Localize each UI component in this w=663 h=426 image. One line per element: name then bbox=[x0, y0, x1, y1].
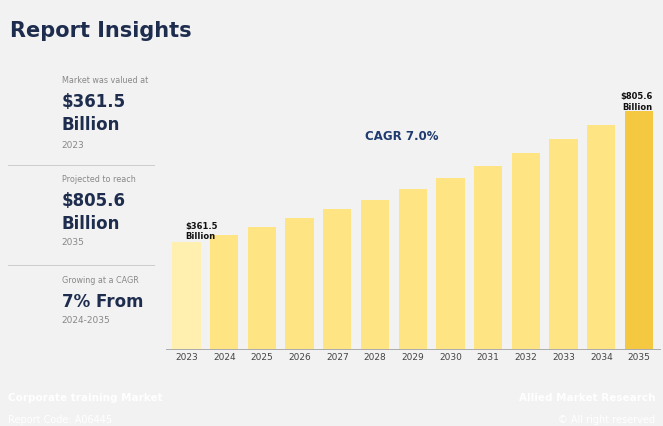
Text: 7% From: 7% From bbox=[62, 292, 143, 310]
Bar bbox=[398, 190, 427, 349]
Text: $805.6
Billion: $805.6 Billion bbox=[620, 92, 652, 111]
Bar bbox=[323, 210, 351, 349]
Text: 2035: 2035 bbox=[62, 238, 85, 247]
Bar bbox=[587, 125, 615, 349]
Text: Growing at a CAGR: Growing at a CAGR bbox=[62, 275, 139, 284]
Text: © All right reserved: © All right reserved bbox=[558, 414, 655, 424]
Text: Report Code: A06445: Report Code: A06445 bbox=[8, 414, 112, 424]
Text: Billion: Billion bbox=[62, 116, 120, 134]
Text: Market was valued at: Market was valued at bbox=[62, 75, 148, 85]
Text: $361.5
Billion: $361.5 Billion bbox=[186, 221, 218, 241]
Bar bbox=[512, 154, 540, 349]
Text: $805.6: $805.6 bbox=[62, 192, 126, 210]
Text: Corporate training Market: Corporate training Market bbox=[8, 392, 162, 402]
Text: Report Insights: Report Insights bbox=[10, 20, 192, 40]
Bar bbox=[474, 167, 503, 349]
Bar bbox=[436, 178, 465, 349]
Bar bbox=[625, 112, 653, 349]
Text: Billion: Billion bbox=[62, 215, 120, 233]
Bar bbox=[286, 219, 314, 349]
Text: 2023: 2023 bbox=[62, 141, 84, 150]
Bar bbox=[248, 227, 276, 349]
Text: Allied Market Research: Allied Market Research bbox=[518, 392, 655, 402]
Bar bbox=[172, 243, 201, 349]
Text: CAGR 7.0%: CAGR 7.0% bbox=[365, 130, 438, 142]
Text: $361.5: $361.5 bbox=[62, 92, 126, 111]
Text: 2024-2035: 2024-2035 bbox=[62, 315, 111, 324]
Bar bbox=[361, 200, 389, 349]
Bar bbox=[550, 140, 577, 349]
Bar bbox=[210, 236, 238, 349]
Text: Projected to reach: Projected to reach bbox=[62, 175, 135, 184]
